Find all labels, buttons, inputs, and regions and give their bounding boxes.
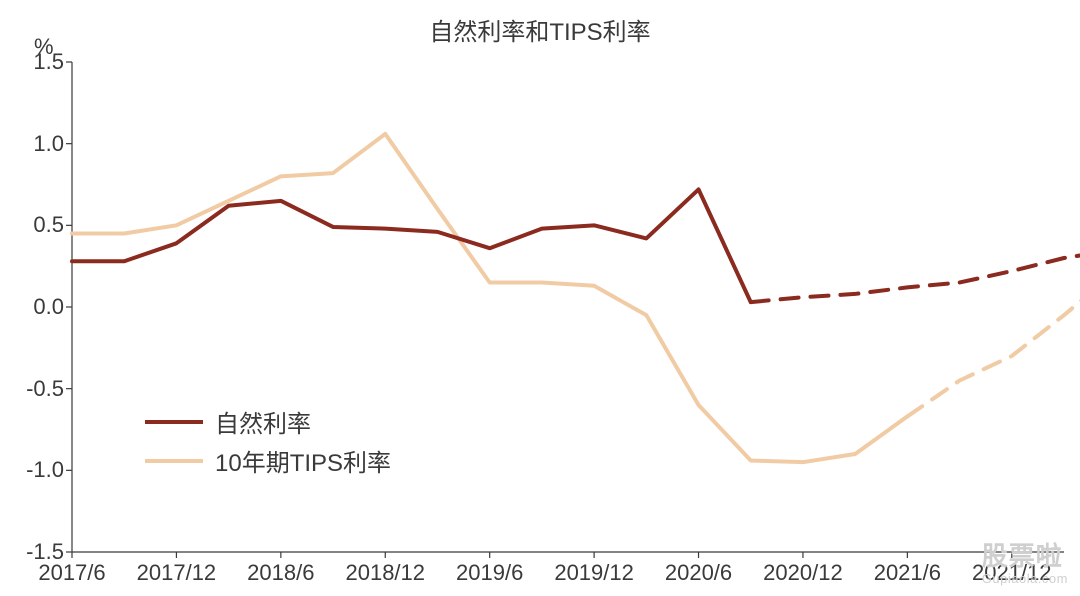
y-tick-label: 0.5 — [33, 212, 72, 238]
legend: 自然利率 10年期TIPS利率 — [145, 404, 391, 482]
x-tick-label: 2017/12 — [137, 552, 217, 586]
x-tick-label: 2017/6 — [38, 552, 105, 586]
legend-item-natural-rate: 自然利率 — [145, 404, 391, 439]
legend-label: 10年期TIPS利率 — [215, 443, 391, 478]
watermark: 股票啦 Gupiaola.com — [982, 536, 1068, 586]
y-tick-label: -0.5 — [26, 376, 72, 402]
y-tick-label: 0.0 — [33, 294, 72, 320]
y-tick-label: 1.0 — [33, 131, 72, 157]
y-tick-label: -1.0 — [26, 457, 72, 483]
x-tick-label: 2018/6 — [247, 552, 314, 586]
x-tick-label: 2020/12 — [763, 552, 843, 586]
legend-swatch — [145, 420, 203, 424]
x-tick-label: 2019/6 — [456, 552, 523, 586]
chart-title: 自然利率和TIPS利率 — [0, 12, 1080, 47]
x-tick-label: 2018/12 — [345, 552, 425, 586]
x-tick-label: 2019/12 — [554, 552, 634, 586]
legend-label: 自然利率 — [215, 404, 311, 439]
watermark-line2: Gupiaola.com — [982, 571, 1068, 586]
y-tick-label: 1.5 — [33, 49, 72, 75]
legend-item-tips-rate: 10年期TIPS利率 — [145, 443, 391, 478]
x-tick-label: 2020/6 — [665, 552, 732, 586]
watermark-line1: 股票啦 — [982, 536, 1068, 573]
legend-swatch — [145, 459, 203, 463]
chart-container: 自然利率和TIPS利率 % -1.5-1.0-0.50.00.51.01.520… — [0, 0, 1080, 596]
x-tick-label: 2021/6 — [874, 552, 941, 586]
